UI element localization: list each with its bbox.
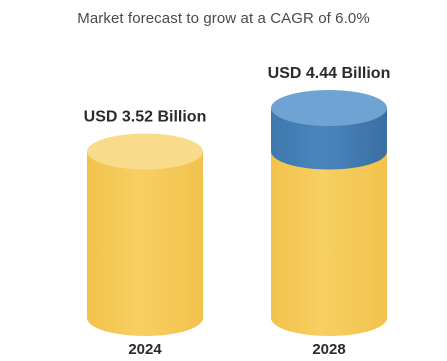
cylinder-top-cap-2028 (271, 90, 387, 126)
category-label-2024: 2024 (128, 341, 162, 358)
cylinder-body-2028 (271, 151, 387, 336)
cylinder-top-cap-2024 (87, 133, 203, 170)
chart-title: Market forecast to grow at a CAGR of 6.0… (77, 10, 370, 27)
value-label-2028: USD 4.44 Billion (268, 65, 391, 82)
category-label-2028: 2028 (312, 341, 345, 358)
value-label-2024: USD 3.52 Billion (84, 109, 207, 126)
cylinder-body-2024 (87, 151, 203, 336)
